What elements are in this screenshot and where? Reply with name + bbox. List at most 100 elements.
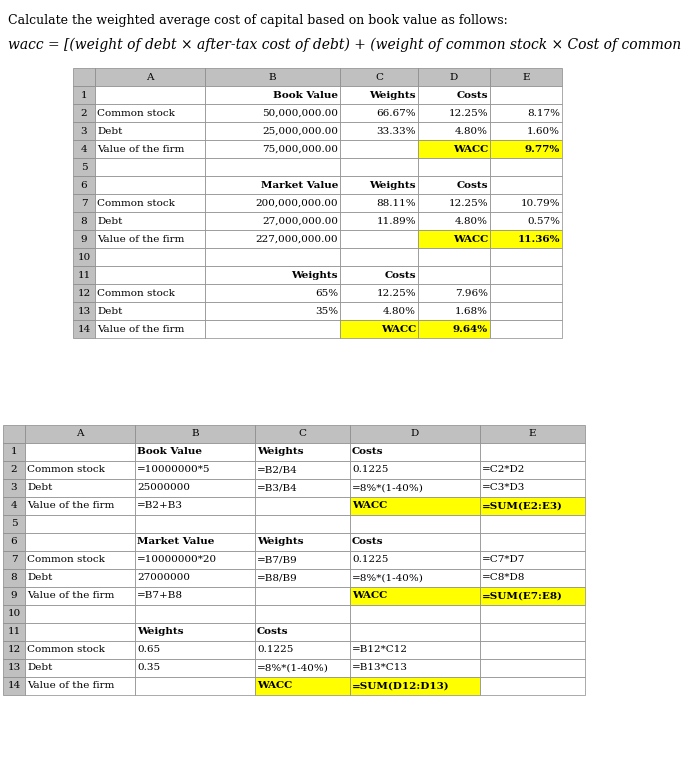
Bar [255,533,350,551]
Bar [73,284,95,302]
Text: 4.80%: 4.80% [383,307,416,316]
Bar [418,302,490,320]
Text: =B7/B9: =B7/B9 [257,556,298,565]
Text: Weights: Weights [257,537,303,546]
Bar [350,623,480,641]
Bar [490,212,562,230]
Bar [418,122,490,140]
Text: Value of the firm: Value of the firm [27,501,114,511]
Text: WACC: WACC [453,145,488,154]
Bar [490,194,562,212]
Bar [3,569,25,587]
Bar [3,623,25,641]
Text: A: A [146,72,154,81]
Text: Market Value: Market Value [137,537,214,546]
Bar [3,497,25,515]
Bar [205,266,340,284]
Bar [135,623,255,641]
Bar [418,176,490,194]
Bar [95,320,205,338]
Bar [340,194,418,212]
Text: 14: 14 [77,324,91,333]
Bar [73,248,95,266]
Text: Book Value: Book Value [137,447,202,457]
Text: 12.25%: 12.25% [448,109,488,117]
Bar [490,230,562,248]
Text: 8: 8 [81,216,87,225]
Bar [490,140,562,158]
Bar [255,443,350,461]
Bar [255,569,350,587]
Text: Weights: Weights [370,180,416,189]
Text: 65%: 65% [315,288,338,298]
Bar [480,479,585,497]
Text: Weights: Weights [292,270,338,279]
Bar [490,302,562,320]
Bar [350,605,480,623]
Bar [350,443,480,461]
Bar [340,230,418,248]
Bar [255,659,350,677]
Bar [255,479,350,497]
Bar [350,515,480,533]
Text: 1.60%: 1.60% [527,126,560,135]
Bar [95,68,205,86]
Bar [340,212,418,230]
Bar [95,158,205,176]
Text: =C3*D3: =C3*D3 [482,483,525,492]
Text: E: E [529,429,536,438]
Bar [480,659,585,677]
Text: Costs: Costs [352,447,383,457]
Text: WACC: WACC [352,591,387,600]
Bar [340,284,418,302]
Text: 11.36%: 11.36% [518,234,560,244]
Bar [490,320,562,338]
Text: E: E [522,72,530,81]
Bar [205,140,340,158]
Text: Debt: Debt [97,126,122,135]
Bar [3,677,25,695]
Bar [480,623,585,641]
Text: Common stock: Common stock [27,466,105,475]
Bar [135,533,255,551]
Text: Common stock: Common stock [27,645,105,654]
Bar [340,248,418,266]
Text: =C8*D8: =C8*D8 [482,574,525,582]
Text: Costs: Costs [352,537,383,546]
Bar [340,266,418,284]
Text: 2: 2 [81,109,87,117]
Bar [255,461,350,479]
Bar [25,569,135,587]
Bar [3,443,25,461]
Text: 9.64%: 9.64% [453,324,488,333]
Text: C: C [375,72,383,81]
Text: Value of the firm: Value of the firm [27,591,114,600]
Text: 9.77%: 9.77% [525,145,560,154]
Bar [135,641,255,659]
Bar [135,605,255,623]
Bar [340,158,418,176]
Text: 9: 9 [81,234,87,244]
Text: 0.65: 0.65 [137,645,160,654]
Text: 11: 11 [8,628,20,636]
Bar [73,302,95,320]
Bar [3,461,25,479]
Text: 25000000: 25000000 [137,483,190,492]
Bar [73,320,95,338]
Bar [95,266,205,284]
Bar [25,551,135,569]
Bar [205,158,340,176]
Text: 5: 5 [11,520,17,528]
Bar [25,479,135,497]
Bar [418,320,490,338]
Text: wacc = [(weight of debt × after-tax cost of debt) + (weight of common stock × Co: wacc = [(weight of debt × after-tax cost… [8,38,683,53]
Text: Costs: Costs [257,628,288,636]
Bar [25,515,135,533]
Bar [418,230,490,248]
Text: 11: 11 [77,270,91,279]
Bar [350,461,480,479]
Text: 12: 12 [77,288,91,298]
Bar [255,641,350,659]
Bar [480,587,585,605]
Bar [95,248,205,266]
